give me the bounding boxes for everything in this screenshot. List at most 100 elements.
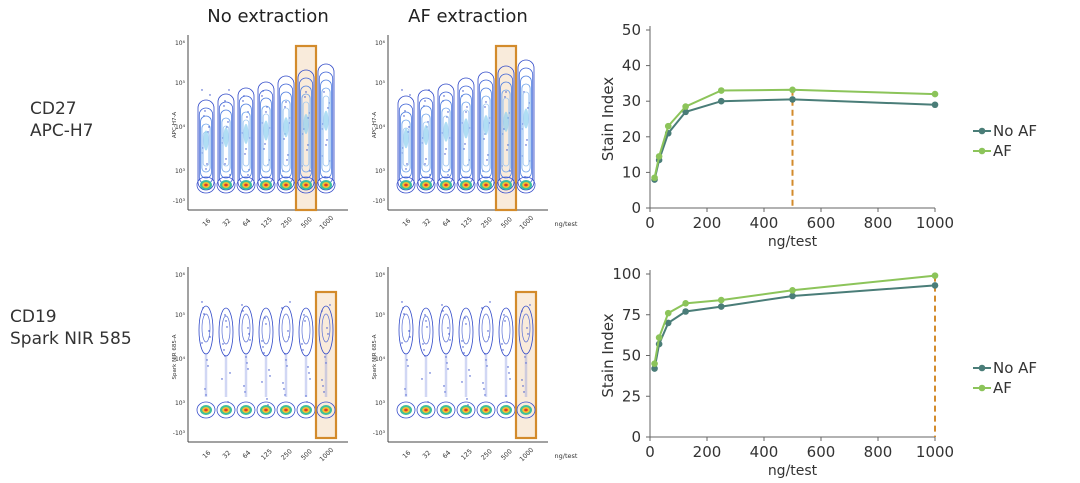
event-dot [224, 163, 226, 165]
contour-ring [298, 307, 314, 357]
stain-index-chart-cd27: 0 10 20 30 40 50 0 200 400 600 800 1000 ng/test Stain… [599, 21, 1037, 250]
contour-xtick-label: 16 [201, 217, 213, 229]
contour-xtick-label: 500 [499, 447, 513, 461]
contour-ring [422, 121, 430, 167]
neg-pop-core [424, 408, 428, 412]
event-dot [309, 170, 311, 172]
contour-ytick-label: 10⁵ [375, 312, 386, 319]
contour-ytick-label: 10⁴ [375, 356, 386, 363]
event-dot [307, 144, 309, 146]
contour-ring [401, 313, 411, 343]
neg-pop-core [464, 408, 468, 412]
neg-pop-ring [496, 176, 516, 194]
event-dot [444, 153, 446, 155]
event-dot [247, 174, 249, 176]
event-dot [327, 333, 329, 335]
highlight-box [314, 290, 338, 440]
event-dot [505, 91, 507, 93]
event-dot [241, 304, 243, 306]
contour-ring [460, 93, 472, 179]
event-dot [525, 144, 527, 146]
contour-ring [418, 307, 434, 357]
event-dot [407, 365, 409, 367]
contour-core [463, 118, 469, 139]
neg-pop-core [224, 183, 228, 187]
neg-pop-core [304, 408, 308, 412]
x-tick-label: 800 [864, 443, 893, 461]
contour-xtick-label: 125 [459, 215, 473, 229]
event-dot [304, 96, 306, 98]
highlight-box [514, 290, 538, 440]
contour-xtick-label: 64 [441, 217, 453, 229]
event-dot [242, 100, 244, 102]
contour-xtick-label: 250 [279, 215, 293, 229]
neg-pop-core [324, 183, 328, 187]
legend-marker [978, 384, 986, 392]
event-dot [401, 342, 403, 344]
y-axis-label: Stain Index [599, 77, 617, 161]
contour-ring [262, 113, 270, 167]
event-dot [223, 349, 225, 351]
legend-label: No AF [993, 359, 1037, 377]
event-dot [425, 320, 427, 322]
event-dot [285, 101, 287, 103]
event-dot [206, 359, 208, 361]
neg-pop-core [284, 408, 288, 412]
x-tick-label: 800 [864, 214, 893, 232]
contour-panel-2: 10⁶ 10⁵ 10⁴ 10³ -10³ APC-H7-A 16 32 64 125 250 500 1… [372, 35, 578, 231]
contour-x-unit: ng/test [555, 452, 578, 460]
contour-ring [522, 91, 530, 167]
event-dot [447, 368, 449, 370]
y-tick-label: 10 [622, 163, 641, 181]
y-axis-label: Stain Index [599, 313, 617, 397]
contour-xtick-label: 32 [421, 217, 433, 229]
contour-core [283, 117, 289, 138]
event-dot [325, 144, 327, 146]
contour-ring [481, 313, 491, 343]
contour-panel-3: 10⁶ 10⁵ 10⁴ 10³ -10³ Spark NIR 685-A 16 32 64 125… [172, 267, 348, 463]
event-dot [287, 154, 289, 156]
data-point [717, 303, 725, 310]
event-dot [487, 330, 489, 332]
contour-ring [200, 115, 212, 179]
col-label-af-extraction: AF extraction [408, 6, 528, 27]
event-dot [485, 101, 487, 103]
event-dot [464, 143, 466, 145]
contour-ring [261, 315, 271, 345]
event-dot [247, 327, 249, 329]
event-dot [322, 385, 324, 387]
row1-marker: CD27 [30, 99, 77, 119]
event-dot [242, 310, 244, 312]
event-dot [283, 138, 285, 140]
event-dot [466, 398, 468, 400]
row1-fluor: APC-H7 [30, 121, 94, 141]
event-dot [443, 385, 445, 387]
neg-pop-core [504, 183, 508, 187]
row2-label: CD19 Spark NIR 585 [10, 306, 132, 350]
event-dot [204, 388, 206, 390]
event-dot [409, 94, 411, 96]
event-dot [201, 89, 203, 91]
data-point [651, 174, 658, 182]
event-dot [507, 144, 509, 146]
event-dot [221, 378, 223, 380]
event-dot [486, 365, 488, 367]
event-dot [287, 330, 289, 332]
neg-pop-ring [256, 401, 276, 419]
contour-ytick-label: 10⁶ [175, 272, 186, 279]
event-dot [228, 89, 230, 91]
contour-ring [441, 107, 451, 173]
data-point [789, 287, 796, 294]
data-point [682, 300, 689, 307]
contour-ring [321, 313, 331, 343]
contour-ytick-label: 10⁴ [375, 124, 386, 131]
neg-pop-core [204, 408, 208, 412]
event-dot [509, 170, 511, 172]
event-dot [406, 359, 408, 361]
contour-ring [198, 305, 214, 355]
contour-ring [400, 111, 412, 179]
data-point [931, 282, 939, 289]
event-dot [207, 365, 209, 367]
event-dot [508, 372, 510, 374]
contour-ytick-label: -10³ [373, 430, 386, 437]
